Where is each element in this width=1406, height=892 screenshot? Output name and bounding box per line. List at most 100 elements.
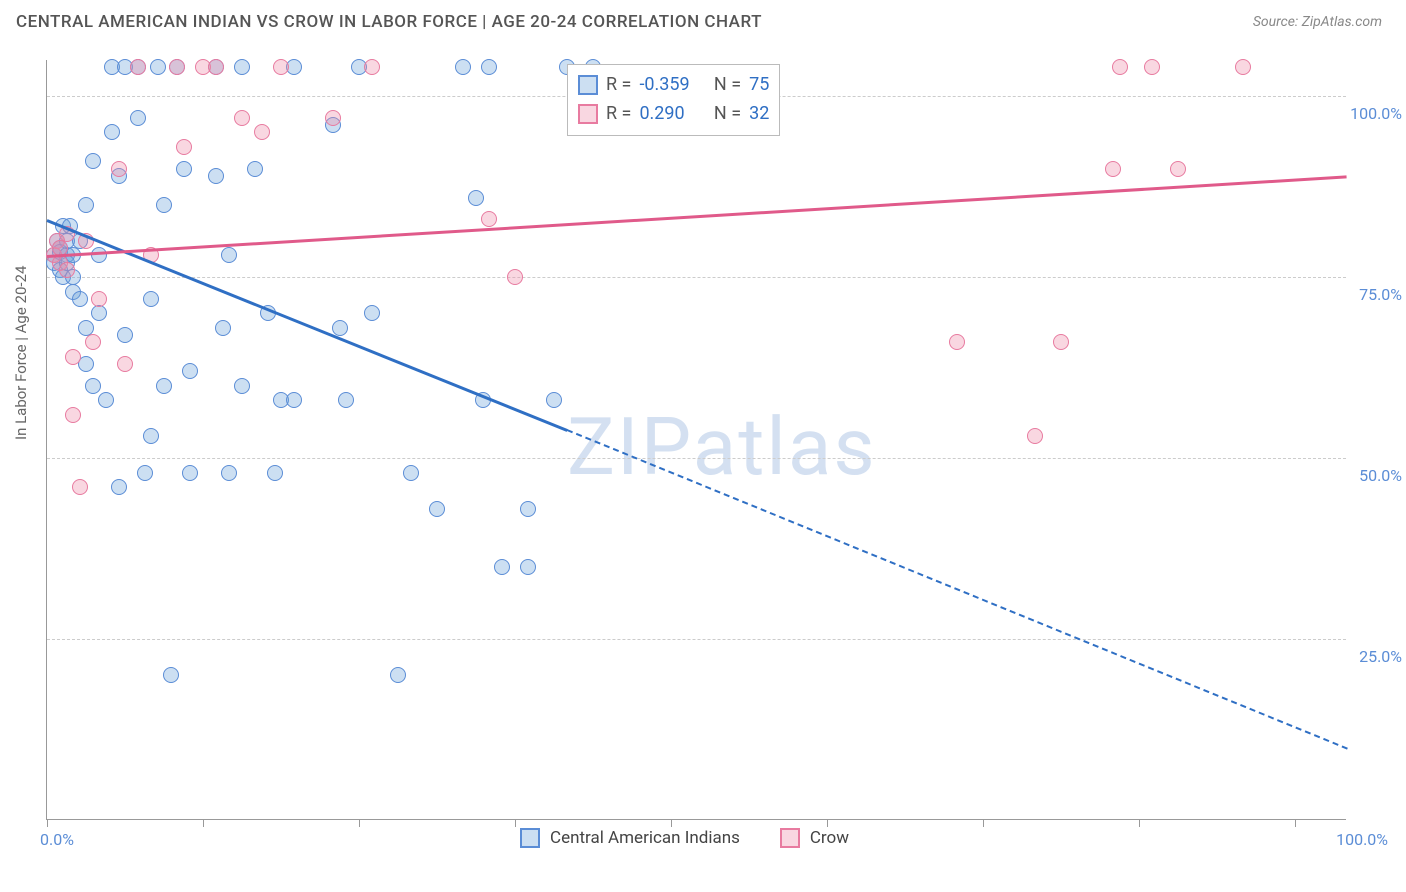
data-point bbox=[520, 559, 536, 575]
data-point bbox=[85, 378, 101, 394]
data-point bbox=[1027, 428, 1043, 444]
data-point bbox=[1053, 334, 1069, 350]
data-point bbox=[98, 392, 114, 408]
y-tick-label: 25.0% bbox=[1359, 647, 1402, 666]
data-point bbox=[234, 110, 250, 126]
legend-swatch-crow bbox=[780, 828, 800, 848]
data-point bbox=[364, 59, 380, 75]
data-point bbox=[176, 161, 192, 177]
data-point bbox=[59, 262, 75, 278]
data-point bbox=[215, 320, 231, 336]
data-point bbox=[247, 161, 263, 177]
data-point bbox=[364, 305, 380, 321]
data-point bbox=[111, 161, 127, 177]
data-point bbox=[949, 334, 965, 350]
x-tick bbox=[1295, 819, 1296, 827]
data-point bbox=[221, 465, 237, 481]
x-tick bbox=[983, 819, 984, 827]
y-axis-label: In Labor Force | Age 20-24 bbox=[12, 266, 30, 440]
stat-row: R = 0.290 N = 32 bbox=[578, 100, 769, 129]
data-point bbox=[72, 291, 88, 307]
data-point bbox=[507, 269, 523, 285]
data-point bbox=[390, 667, 406, 683]
data-point bbox=[156, 197, 172, 213]
legend-label-cai: Central American Indians bbox=[550, 828, 740, 848]
data-point bbox=[111, 479, 127, 495]
data-point bbox=[208, 59, 224, 75]
chart-plot-area: ZIPatlas 25.0%50.0%75.0%100.0%R = -0.359… bbox=[46, 60, 1346, 820]
chart-title: CENTRAL AMERICAN INDIAN VS CROW IN LABOR… bbox=[16, 12, 762, 32]
stat-swatch bbox=[578, 75, 598, 95]
data-point bbox=[520, 501, 536, 517]
data-point bbox=[91, 247, 107, 263]
data-point bbox=[1112, 59, 1128, 75]
data-point bbox=[182, 465, 198, 481]
data-point bbox=[163, 667, 179, 683]
data-point bbox=[221, 247, 237, 263]
data-point bbox=[455, 59, 471, 75]
trend-line bbox=[567, 429, 1348, 749]
x-tick bbox=[515, 819, 516, 827]
data-point bbox=[468, 190, 484, 206]
y-tick-label: 100.0% bbox=[1350, 104, 1402, 123]
data-point bbox=[65, 349, 81, 365]
y-tick-label: 50.0% bbox=[1359, 466, 1402, 485]
data-point bbox=[1170, 161, 1186, 177]
stat-row: R = -0.359 N = 75 bbox=[578, 71, 769, 100]
data-point bbox=[85, 153, 101, 169]
x-tick bbox=[47, 819, 48, 827]
data-point bbox=[208, 168, 224, 184]
legend-swatch-cai bbox=[520, 828, 540, 848]
data-point bbox=[91, 291, 107, 307]
data-point bbox=[182, 363, 198, 379]
data-point bbox=[130, 59, 146, 75]
data-point bbox=[156, 378, 172, 394]
y-tick-label: 75.0% bbox=[1359, 285, 1402, 304]
data-point bbox=[403, 465, 419, 481]
data-point bbox=[169, 59, 185, 75]
x-tick bbox=[671, 819, 672, 827]
data-point bbox=[117, 356, 133, 372]
data-point bbox=[143, 428, 159, 444]
data-point bbox=[176, 139, 192, 155]
trend-line bbox=[47, 176, 1347, 259]
data-point bbox=[91, 305, 107, 321]
source-label: Source: ZipAtlas.com bbox=[1253, 14, 1382, 30]
data-point bbox=[234, 378, 250, 394]
data-point bbox=[234, 59, 250, 75]
data-point bbox=[325, 110, 341, 126]
data-point bbox=[273, 59, 289, 75]
data-point bbox=[481, 59, 497, 75]
data-point bbox=[546, 392, 562, 408]
x-axis-max: 100.0% bbox=[1336, 830, 1388, 849]
data-point bbox=[130, 110, 146, 126]
data-point bbox=[117, 327, 133, 343]
data-point bbox=[1144, 59, 1160, 75]
x-tick bbox=[359, 819, 360, 827]
data-point bbox=[72, 479, 88, 495]
data-point bbox=[494, 559, 510, 575]
x-tick bbox=[203, 819, 204, 827]
data-point bbox=[137, 465, 153, 481]
x-tick bbox=[827, 819, 828, 827]
data-point bbox=[85, 334, 101, 350]
data-point bbox=[1235, 59, 1251, 75]
legend-label-crow: Crow bbox=[810, 828, 849, 848]
data-point bbox=[65, 407, 81, 423]
data-point bbox=[429, 501, 445, 517]
gridline bbox=[47, 277, 1346, 278]
data-point bbox=[104, 124, 120, 140]
data-point bbox=[1105, 161, 1121, 177]
data-point bbox=[338, 392, 354, 408]
data-point bbox=[254, 124, 270, 140]
data-point bbox=[150, 59, 166, 75]
x-axis-min: 0.0% bbox=[40, 830, 74, 849]
x-tick bbox=[1139, 819, 1140, 827]
gridline bbox=[47, 639, 1346, 640]
gridline bbox=[47, 458, 1346, 459]
data-point bbox=[286, 392, 302, 408]
data-point bbox=[332, 320, 348, 336]
data-point bbox=[78, 197, 94, 213]
data-point bbox=[267, 465, 283, 481]
data-point bbox=[143, 291, 159, 307]
